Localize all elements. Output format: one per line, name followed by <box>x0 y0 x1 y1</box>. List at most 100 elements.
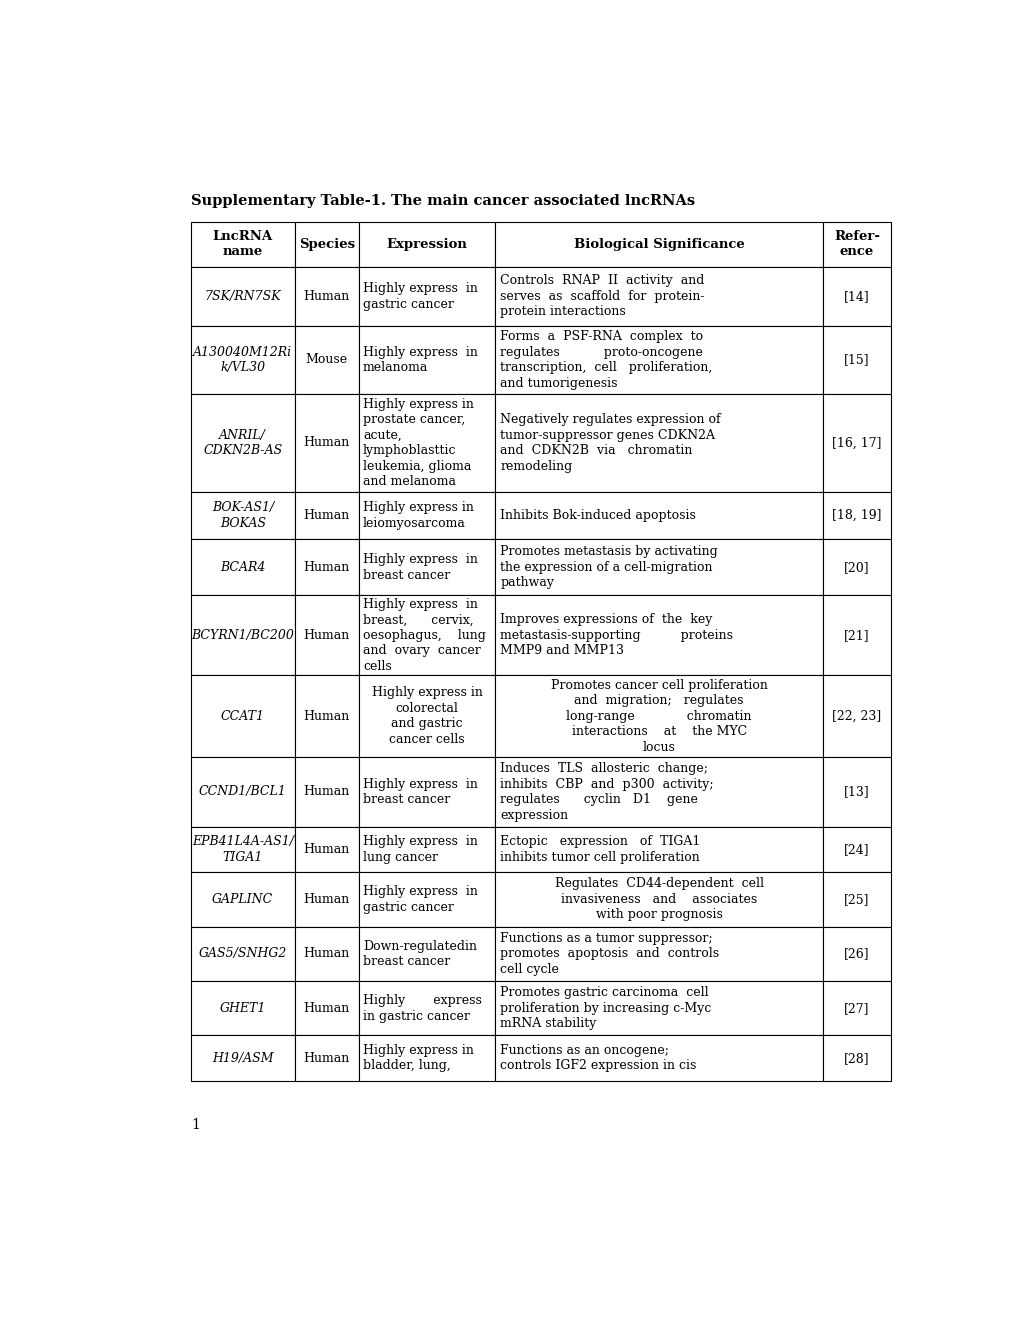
Bar <box>191 393 294 492</box>
Bar <box>294 492 359 539</box>
Text: Functions as an oncogene;
controls IGF2 expression in cis: Functions as an oncogene; controls IGF2 … <box>499 1044 696 1072</box>
Bar <box>191 492 294 539</box>
Bar <box>359 1035 495 1081</box>
Bar <box>495 927 822 981</box>
Bar <box>495 326 822 393</box>
Text: Promotes cancer cell proliferation
and  migration;   regulates
long-range       : Promotes cancer cell proliferation and m… <box>550 678 767 754</box>
Text: GHET1: GHET1 <box>219 1002 266 1015</box>
Bar <box>822 222 890 267</box>
Bar <box>359 595 495 676</box>
Bar <box>822 873 890 927</box>
Bar <box>359 981 495 1035</box>
Text: [22, 23]: [22, 23] <box>832 710 880 722</box>
Bar <box>822 539 890 595</box>
Bar <box>191 756 294 826</box>
Bar <box>495 981 822 1035</box>
Bar <box>191 326 294 393</box>
Bar <box>359 756 495 826</box>
Bar <box>294 595 359 676</box>
Text: Highly express  in
lung cancer: Highly express in lung cancer <box>363 836 477 863</box>
Bar <box>495 873 822 927</box>
Bar <box>191 826 294 873</box>
Bar <box>294 1035 359 1081</box>
Text: Inhibits Bok-induced apoptosis: Inhibits Bok-induced apoptosis <box>499 510 695 521</box>
Bar <box>294 267 359 326</box>
Text: Supplementary Table-1. The main cancer associated lncRNAs: Supplementary Table-1. The main cancer a… <box>191 194 695 209</box>
Bar <box>191 676 294 756</box>
Bar <box>822 756 890 826</box>
Bar <box>359 326 495 393</box>
Text: ANRIL/
CDKN2B-AS: ANRIL/ CDKN2B-AS <box>203 429 282 457</box>
Bar <box>495 267 822 326</box>
Text: Human: Human <box>304 1002 350 1015</box>
Bar <box>359 873 495 927</box>
Bar <box>495 1035 822 1081</box>
Text: LncRNA
name: LncRNA name <box>213 230 273 259</box>
Text: [20]: [20] <box>844 561 869 574</box>
Bar <box>822 326 890 393</box>
Text: Induces  TLS  allosteric  change;
inhibits  CBP  and  p300  activity;
regulates : Induces TLS allosteric change; inhibits … <box>499 762 713 821</box>
Text: Highly       express
in gastric cancer: Highly express in gastric cancer <box>363 994 481 1023</box>
Text: BCAR4: BCAR4 <box>220 561 265 574</box>
Text: CCND1/BCL1: CCND1/BCL1 <box>199 785 286 799</box>
Text: Down-regulatedin
breast cancer: Down-regulatedin breast cancer <box>363 940 477 968</box>
Text: [25]: [25] <box>844 892 869 906</box>
Text: Human: Human <box>304 510 350 521</box>
Text: Human: Human <box>304 561 350 574</box>
Text: Controls  RNAP  II  activity  and
serves  as  scaffold  for  protein-
protein in: Controls RNAP II activity and serves as … <box>499 275 704 318</box>
Text: Mouse: Mouse <box>306 354 347 367</box>
Text: 1: 1 <box>191 1118 200 1133</box>
Text: [27]: [27] <box>844 1002 869 1015</box>
Text: BOK-AS1/
BOKAS: BOK-AS1/ BOKAS <box>212 502 274 529</box>
Bar <box>495 676 822 756</box>
Bar <box>191 595 294 676</box>
Text: Highly express in
prostate cancer,
acute,
lymphoblasttic
leukemia, glioma
and me: Highly express in prostate cancer, acute… <box>363 397 473 488</box>
Text: GAS5/SNHG2: GAS5/SNHG2 <box>199 948 286 961</box>
Text: [16, 17]: [16, 17] <box>832 437 880 449</box>
Text: Functions as a tumor suppressor;
promotes  apoptosis  and  controls
cell cycle: Functions as a tumor suppressor; promote… <box>499 932 718 975</box>
Text: Human: Human <box>304 437 350 449</box>
Bar <box>294 539 359 595</box>
Bar <box>822 981 890 1035</box>
Text: Human: Human <box>304 843 350 855</box>
Bar <box>359 393 495 492</box>
Text: Ectopic   expression   of  TIGA1
inhibits tumor cell proliferation: Ectopic expression of TIGA1 inhibits tum… <box>499 836 700 863</box>
Bar <box>191 927 294 981</box>
Text: Highly express  in
breast cancer: Highly express in breast cancer <box>363 777 477 807</box>
Text: Refer-
ence: Refer- ence <box>834 230 879 259</box>
Bar <box>495 826 822 873</box>
Bar <box>822 393 890 492</box>
Bar <box>294 826 359 873</box>
Text: [13]: [13] <box>844 785 869 799</box>
Text: [24]: [24] <box>844 843 869 855</box>
Text: Highly express  in
gastric cancer: Highly express in gastric cancer <box>363 886 477 913</box>
Bar <box>191 539 294 595</box>
Text: Promotes gastric carcinoma  cell
proliferation by increasing c-Myc
mRNA stabilit: Promotes gastric carcinoma cell prolifer… <box>499 986 711 1031</box>
Bar <box>495 492 822 539</box>
Bar <box>359 267 495 326</box>
Text: Highly express in
bladder, lung,: Highly express in bladder, lung, <box>363 1044 473 1072</box>
Bar <box>822 826 890 873</box>
Bar <box>294 873 359 927</box>
Bar <box>495 756 822 826</box>
Text: Biological Significance: Biological Significance <box>574 238 744 251</box>
Bar <box>495 393 822 492</box>
Text: Human: Human <box>304 892 350 906</box>
Text: Forms  a  PSF-RNA  complex  to
regulates           proto-oncogene
transcription,: Forms a PSF-RNA complex to regulates pro… <box>499 330 711 389</box>
Bar <box>294 326 359 393</box>
Text: [26]: [26] <box>844 948 869 961</box>
Bar <box>191 981 294 1035</box>
Bar <box>191 1035 294 1081</box>
Text: [21]: [21] <box>844 628 869 642</box>
Text: Human: Human <box>304 948 350 961</box>
Text: BCYRN1/BC200: BCYRN1/BC200 <box>192 628 294 642</box>
Bar <box>822 676 890 756</box>
Text: Human: Human <box>304 628 350 642</box>
Bar <box>822 595 890 676</box>
Bar <box>294 927 359 981</box>
Text: Highly express in
leiomyosarcoma: Highly express in leiomyosarcoma <box>363 502 473 529</box>
Bar <box>495 539 822 595</box>
Text: Expression: Expression <box>386 238 468 251</box>
Bar <box>822 1035 890 1081</box>
Bar <box>294 222 359 267</box>
